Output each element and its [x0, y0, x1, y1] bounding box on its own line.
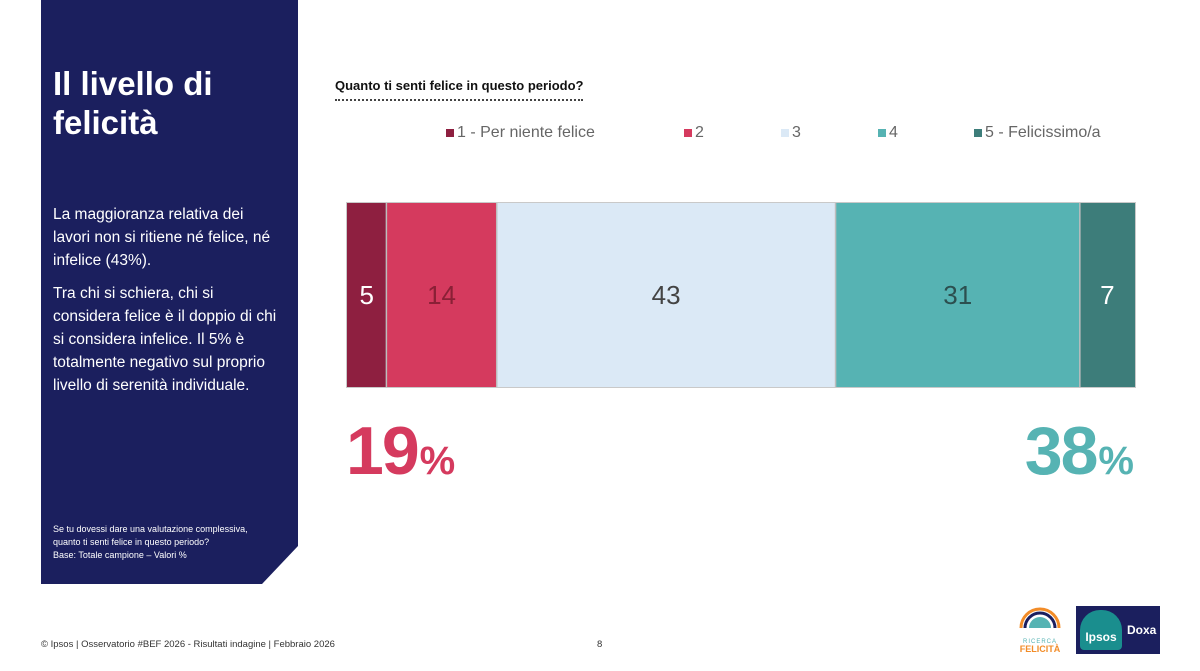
doxa-label: Doxa [1127, 623, 1157, 637]
panel-body: La maggioranza relativa dei lavori non s… [53, 203, 281, 407]
data-label: 14 [427, 280, 456, 310]
stacked-bar-chart: 5 14 43 31 7 [346, 202, 1136, 388]
chart-title: Quanto ti senti felice in questo periodo… [335, 78, 584, 101]
legend-swatch [684, 129, 692, 137]
legend-swatch [781, 129, 789, 137]
legend-swatch [878, 129, 886, 137]
page-number: 8 [597, 639, 603, 650]
legend-swatch [974, 129, 982, 137]
legend-label: 4 [889, 124, 898, 141]
panel-title: Il livello di felicità [53, 65, 213, 141]
panel-paragraph: Tra chi si schiera, chi si considera fel… [53, 285, 277, 394]
data-label: 7 [1100, 280, 1114, 310]
legend-label: 2 [695, 124, 704, 141]
bar-segment [386, 203, 497, 387]
legend-swatch [446, 129, 454, 137]
chart-svg: 5 14 43 31 7 [347, 203, 1135, 387]
ricerca-felicita-logo: RICERCA FELICITÀ [1013, 606, 1067, 654]
legend-label: 1 - Per niente felice [457, 124, 595, 141]
data-label: 5 [359, 280, 373, 310]
bar-segment [835, 203, 1080, 387]
legend-label: 5 - Felicissimo/a [985, 124, 1101, 141]
bar-segment [1079, 203, 1135, 387]
panel-note-line: Se tu dovessi dare una valutazione compl… [53, 524, 248, 534]
legend-item: 1 - Per niente felice [446, 124, 595, 142]
positive-total: 38% [1025, 417, 1134, 485]
footer-text: © Ipsos | Osservatorio #BEF 2026 - Risul… [41, 639, 335, 650]
positive-total-unit: % [1098, 439, 1134, 483]
positive-total-value: 38 [1024, 413, 1099, 489]
ricerca-label: RICERCA [1023, 639, 1057, 645]
negative-total-unit: % [419, 439, 456, 483]
legend-item: 4 [878, 124, 898, 142]
ipsos-label: Ipsos [1080, 610, 1122, 650]
legend-item: 2 [684, 124, 704, 142]
data-label: 31 [943, 280, 972, 310]
panel-note: Se tu dovessi dare una valutazione compl… [53, 523, 288, 562]
chart-legend: 1 - Per niente felice 2 3 4 5 - Felicissimo/… [446, 124, 1146, 144]
bar-segment [496, 203, 836, 387]
ipsos-doxa-logo: Ipsos Doxa [1076, 606, 1160, 654]
panel-note-line: quanto ti senti felice in questo periodo… [53, 537, 210, 547]
negative-total-value: 19 [346, 413, 420, 489]
felicita-label: FELICITÀ [1020, 644, 1061, 654]
panel-paragraph: La maggioranza relativa dei lavori non s… [53, 206, 271, 269]
side-panel: Il livello di felicità La maggioranza re… [41, 0, 298, 584]
ricerca-felicita-logo-icon: RICERCA FELICITÀ [1019, 607, 1061, 654]
legend-item: 3 [781, 124, 801, 142]
panel-note-line: Base: Totale campione – Valori % [53, 550, 187, 560]
bar-segment [347, 203, 387, 387]
negative-total: 19% [346, 417, 455, 485]
legend-label: 3 [792, 124, 801, 141]
data-label: 43 [652, 280, 681, 310]
legend-item: 5 - Felicissimo/a [974, 124, 1101, 142]
